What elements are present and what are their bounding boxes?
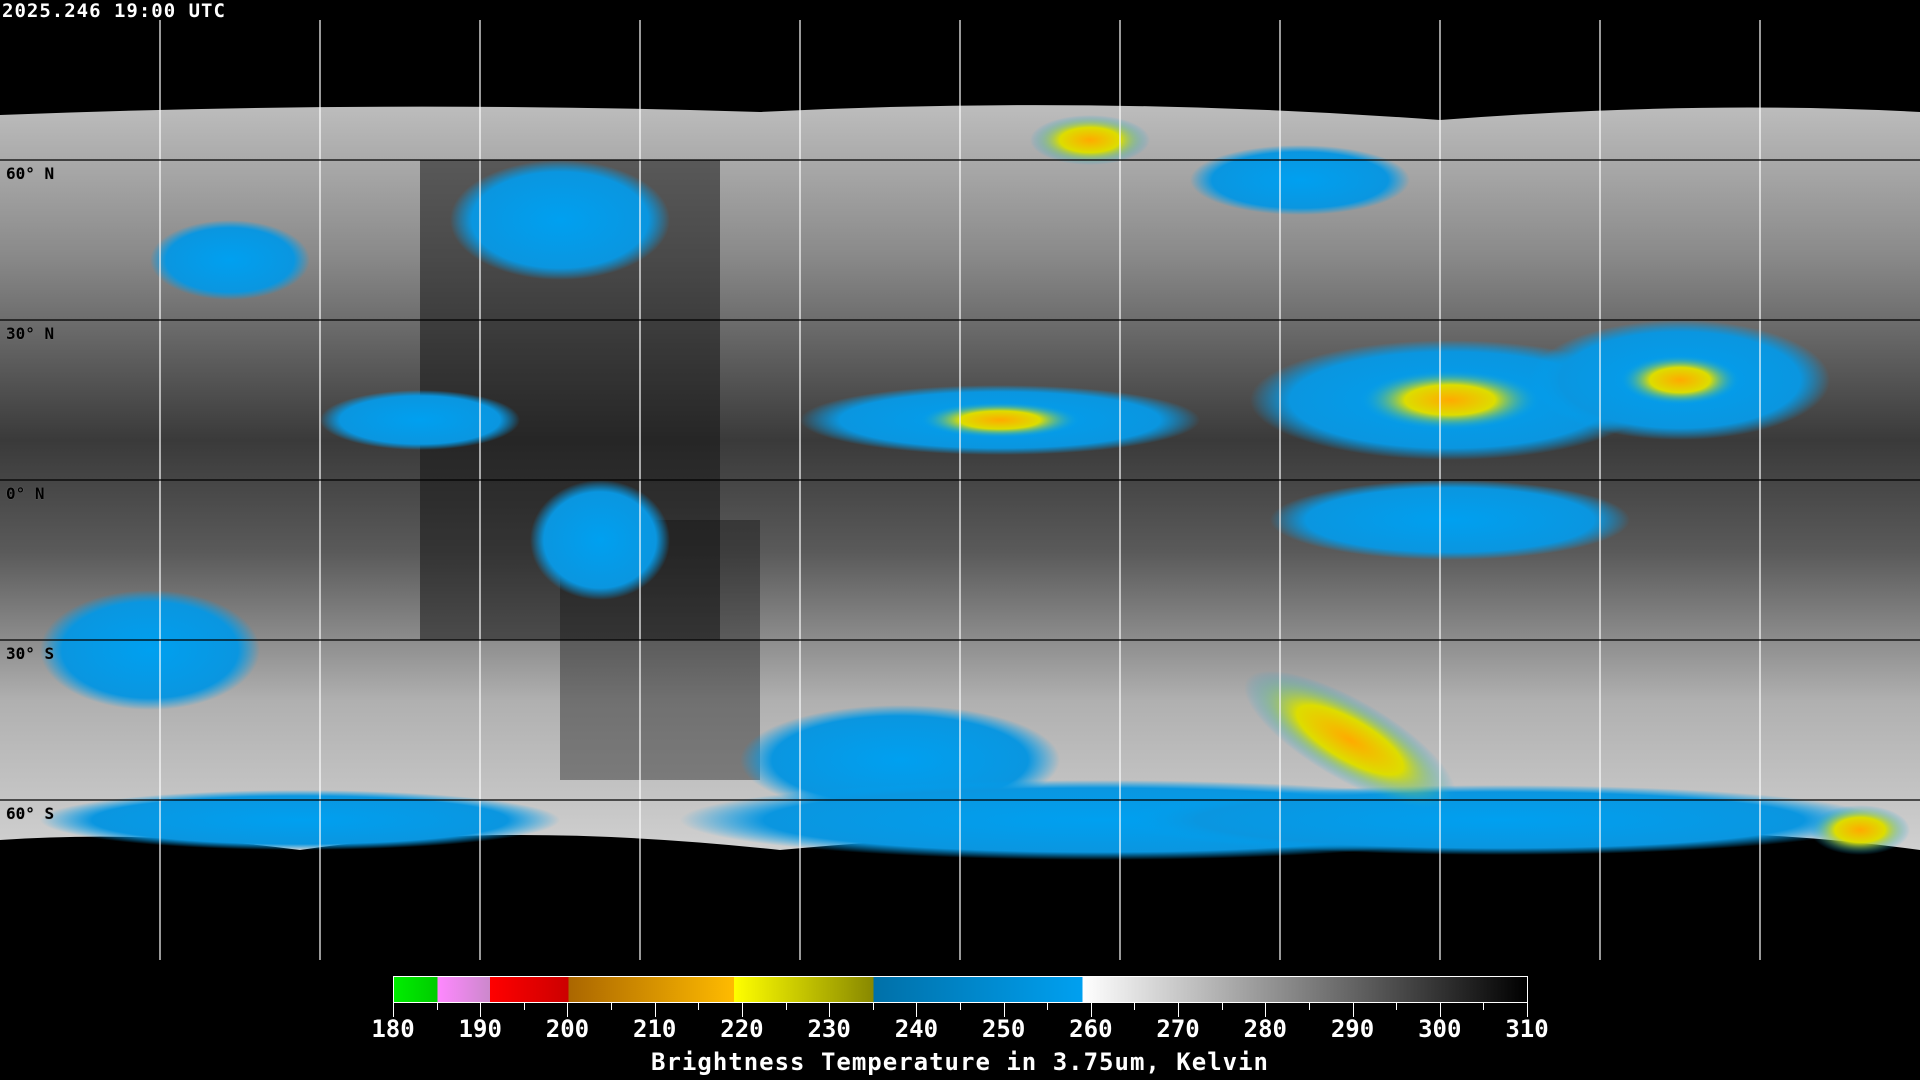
colorbar-tick xyxy=(1308,1003,1310,1010)
colorbar-tick xyxy=(611,1003,613,1010)
colorbar-tick xyxy=(960,1003,961,1010)
lat-lon-grid xyxy=(0,20,1920,960)
colorbar-tick-label: 290 xyxy=(1330,1015,1375,1043)
colorbar-tick xyxy=(1047,1003,1049,1010)
colorbar-tick xyxy=(1527,1003,1528,1017)
colorbar-tick-label: 230 xyxy=(807,1015,851,1043)
colorbar-tick-label: 310 xyxy=(1505,1015,1549,1043)
colorbar-tick xyxy=(393,1003,394,1017)
colorbar-tick xyxy=(1483,1003,1485,1010)
colorbar-tick xyxy=(436,1003,438,1010)
colorbar-title: Brightness Temperature in 3.75um, Kelvin xyxy=(651,1048,1269,1076)
timestamp: 2025.246 19:00 UTC xyxy=(2,0,226,22)
latitude-label: 30° S xyxy=(6,644,55,663)
colorbar-tick-label: 210 xyxy=(633,1015,677,1043)
latitude-label: 60° S xyxy=(6,804,55,823)
colorbar-tick xyxy=(1221,1003,1223,1010)
colorbar-tick-label: 180 xyxy=(371,1015,415,1043)
colorbar-tick xyxy=(567,1003,569,1017)
colorbar-tick xyxy=(872,1003,874,1010)
colorbar-tick-label: 220 xyxy=(720,1015,764,1043)
colorbar-tick xyxy=(741,1003,743,1017)
colorbar-tick xyxy=(1134,1003,1136,1010)
colorbar-tick xyxy=(916,1003,918,1017)
colorbar-tick xyxy=(523,1003,525,1010)
colorbar-ticks: 180 190 200 210 220 230 240 250 260 270 280 290 300 3… xyxy=(371,1003,1549,1063)
colorbar-tick-label: 200 xyxy=(545,1015,590,1043)
map-imagery xyxy=(0,20,1920,960)
colorbar-tick xyxy=(1265,1003,1267,1017)
colorbar-tick xyxy=(785,1003,787,1010)
colorbar-tick-label: 250 xyxy=(981,1015,1026,1043)
colorbar-tick xyxy=(1439,1003,1441,1017)
colorbar-tick xyxy=(829,1003,831,1017)
latitude-label: 60° N xyxy=(6,164,55,183)
colorbar-tick-label: 280 xyxy=(1243,1015,1287,1043)
colorbar-tick-label: 300 xyxy=(1418,1015,1462,1043)
colorbar-tick-label: 190 xyxy=(458,1015,502,1043)
colorbar xyxy=(393,976,1528,1003)
colorbar-tick-label: 270 xyxy=(1156,1015,1200,1043)
latitude-label: 0° N xyxy=(6,484,45,503)
colorbar-tick-label: 240 xyxy=(894,1015,939,1043)
colorbar-tick xyxy=(1178,1003,1180,1017)
colorbar-tick xyxy=(698,1003,700,1010)
satellite-map: 2025.246 19:00 UTC 60° N 30° N 0° N 30° S 60… xyxy=(0,0,1920,960)
colorbar-tick-label: 260 xyxy=(1069,1015,1113,1043)
colorbar-tick xyxy=(480,1003,482,1017)
colorbar-tick xyxy=(1003,1003,1005,1017)
colorbar-tick xyxy=(1090,1003,1092,1017)
colorbar-tick xyxy=(654,1003,656,1017)
colorbar-tick xyxy=(1352,1003,1354,1017)
colorbar-tick xyxy=(1396,1003,1398,1010)
latitude-label: 30° N xyxy=(6,324,55,343)
